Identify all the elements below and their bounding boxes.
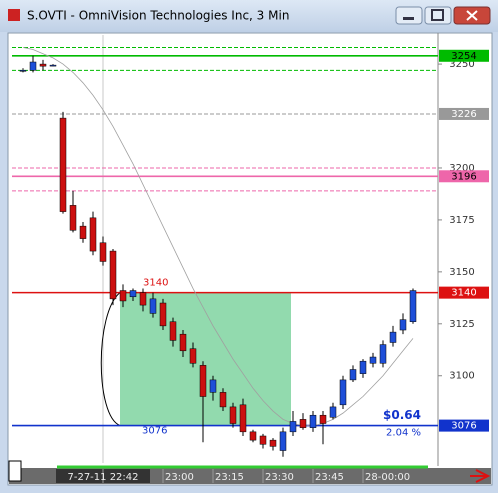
measure-change: $0.64 <box>383 408 421 422</box>
window-title: S.OVTI - OmniVision Technologies Inc, 3 … <box>27 9 289 23</box>
measure-high-label: 3140 <box>143 278 168 289</box>
candle-body <box>389 331 397 343</box>
candle-body <box>309 414 317 428</box>
candle-body <box>39 63 47 67</box>
y-tick-label: 3250 <box>449 59 474 70</box>
candle-body <box>109 250 117 300</box>
candle-body <box>179 333 187 352</box>
measure-box <box>120 292 291 426</box>
level-label: 3196 <box>451 171 476 182</box>
level-label-box <box>439 49 489 62</box>
candle-body <box>199 365 207 397</box>
scroll-box[interactable] <box>8 460 22 482</box>
level-label: 3076 <box>451 421 476 432</box>
y-tick-label: 3175 <box>449 215 474 226</box>
minimize-button[interactable] <box>395 6 423 25</box>
app-icon[interactable] <box>8 9 20 21</box>
maximize-icon <box>431 9 444 21</box>
candle-body <box>139 292 147 306</box>
candle-body <box>189 348 197 364</box>
scroll-arrow[interactable] <box>470 469 491 483</box>
measure-arc <box>100 292 121 427</box>
x-tick-label: 23:15 <box>215 472 244 483</box>
y-tick-label: 3200 <box>449 163 474 174</box>
candle-body <box>219 392 227 408</box>
candle-body <box>49 64 57 67</box>
level-label-box <box>439 419 489 432</box>
level-label-box <box>439 286 489 299</box>
x-tick-label: 7-27-11 22:42 <box>67 472 138 483</box>
candle-body <box>99 242 107 262</box>
candle-body <box>319 414 327 424</box>
candle-body <box>149 298 157 314</box>
candle-body <box>409 290 417 322</box>
x-tick-label: 23:30 <box>265 472 294 483</box>
candle-body <box>69 205 77 231</box>
candle-body <box>369 356 377 364</box>
candle-body <box>259 435 267 445</box>
candle-body <box>299 419 307 428</box>
y-tick-label: 3125 <box>449 319 474 330</box>
candle-body <box>279 431 287 451</box>
candle-body <box>289 421 297 433</box>
level-label: 3140 <box>451 288 476 299</box>
candle-body <box>339 379 347 406</box>
level-label: 3226 <box>451 109 476 120</box>
level-label-box <box>439 107 489 120</box>
candle-body <box>399 319 407 331</box>
x-tick-label: 28-00:00 <box>365 472 410 483</box>
candle-body <box>379 344 387 364</box>
level-label: 3254 <box>451 51 476 62</box>
candle-body <box>79 225 87 239</box>
candle-body <box>89 217 97 252</box>
candle-body <box>209 379 217 393</box>
candle-body <box>359 360 367 374</box>
candle-body <box>239 404 247 433</box>
candle-body <box>169 321 177 341</box>
x-tick-label: 23:00 <box>165 472 194 483</box>
minimize-icon <box>403 17 414 20</box>
level-label-box <box>439 170 489 183</box>
y-tick-label: 3150 <box>449 267 474 278</box>
candle-body <box>29 61 37 71</box>
measure-low-label: 3076 <box>142 426 167 437</box>
candle-body <box>119 290 127 302</box>
candle-body <box>269 439 277 447</box>
candle-body <box>229 406 237 424</box>
candle-body <box>329 406 337 418</box>
candle-body <box>249 431 257 441</box>
candle-body <box>349 369 357 381</box>
close-icon <box>466 10 478 21</box>
moving-average <box>22 47 414 427</box>
candle-body <box>129 290 137 298</box>
x-tick-label: 23:45 <box>315 472 344 483</box>
measure-percent: 2.04 % <box>386 428 421 439</box>
candle-body <box>19 70 27 72</box>
candle-body <box>59 117 67 212</box>
y-tick-label: 3100 <box>449 371 474 382</box>
candle-body <box>159 302 167 327</box>
